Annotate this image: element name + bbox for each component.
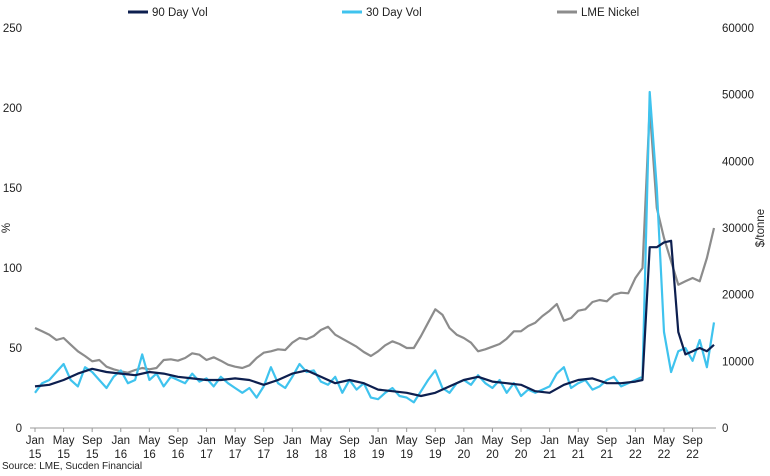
x-tick-label: 16 [114,449,127,461]
x-tick-label: 19 [372,449,385,461]
right-axis: 0 10000 20000 30000 40000 50000 60000 [722,23,754,435]
x-tick-label: Sep [597,435,617,447]
x-tick-label: 22 [686,449,699,461]
left-tick-label: 0 [16,423,22,435]
series-line-90-day-vol [34,239,715,398]
series-line-lme-nickel [34,106,716,374]
legend-label: 90 Day Vol [152,7,208,19]
left-axis-title: % [1,223,13,233]
x-tick-label: May [567,435,589,447]
x-tick-label: 15 [29,449,42,461]
x-tick-label: 15 [86,449,99,461]
x-tick-label: May [482,435,504,447]
right-tick-label: 60000 [722,23,754,35]
x-tick-label: Jan [626,435,645,447]
legend: 90 Day Vol 30 Day Vol LME Nickel [128,7,639,19]
x-tick-label: 20 [457,449,470,461]
x-tick-label: Jan [283,435,302,447]
x-tick-label: 21 [572,449,585,461]
x-tick-label: 20 [486,449,499,461]
series-line-30-day-vol [34,90,716,404]
x-tick-label: 18 [286,449,299,461]
x-tick-label: 19 [429,449,442,461]
x-tick-label: 17 [229,449,242,461]
x-tick-label: 17 [200,449,213,461]
left-tick-label: 100 [3,263,22,275]
x-axis: Jan 15 May 15 Sep 15 Jan 16 May 16 Sep 16 Jan 17 May 17… [26,428,703,461]
x-tick-label: Sep [339,435,359,447]
x-tick-label: 21 [600,449,613,461]
left-tick-label: 250 [3,23,22,35]
x-tick-label: Jan [26,435,45,447]
x-tick-label: 17 [257,449,270,461]
x-tick-label: Jan [111,435,130,447]
x-tick-label: 20 [515,449,528,461]
x-tick-label: Sep [682,435,702,447]
left-axis: 0 50 100 150 200 250 [3,23,22,435]
x-tick-label: Sep [511,435,531,447]
x-tick-label: 18 [343,449,356,461]
left-tick-label: 50 [9,343,22,355]
right-tick-label: 30000 [722,223,754,235]
x-tick-label: 16 [143,449,156,461]
x-tick-label: May [224,435,246,447]
x-tick-label: 16 [172,449,185,461]
x-tick-label: Sep [82,435,102,447]
x-tick-label: Sep [425,435,445,447]
x-tick-label: 18 [314,449,327,461]
x-tick-label: 21 [543,449,556,461]
right-tick-label: 10000 [722,356,754,368]
right-tick-label: 50000 [722,90,754,102]
x-tick-label: May [396,435,418,447]
left-tick-label: 150 [3,183,22,195]
series-group [34,90,716,404]
right-tick-label: 0 [722,423,728,435]
x-tick-label: May [653,435,675,447]
x-tick-label: 22 [629,449,642,461]
x-tick-label: Jan [540,435,559,447]
x-tick-label: May [310,435,332,447]
x-tick-label: May [53,435,75,447]
x-tick-label: Jan [197,435,216,447]
legend-label: LME Nickel [581,7,639,19]
x-tick-label: 22 [658,449,671,461]
right-tick-label: 20000 [722,290,754,302]
x-tick-label: Jan [455,435,474,447]
right-axis-title: $/tonne [755,209,767,247]
x-tick-label: Jan [369,435,388,447]
source-note: Source: LME, Sucden Financial [2,461,143,472]
right-tick-label: 40000 [722,156,754,168]
legend-label: 30 Day Vol [366,7,422,19]
x-tick-label: May [138,435,160,447]
x-tick-label: Sep [253,435,273,447]
x-tick-label: Sep [168,435,188,447]
left-tick-label: 200 [3,103,22,115]
x-tick-label: 19 [400,449,413,461]
x-tick-label: 15 [57,449,70,461]
